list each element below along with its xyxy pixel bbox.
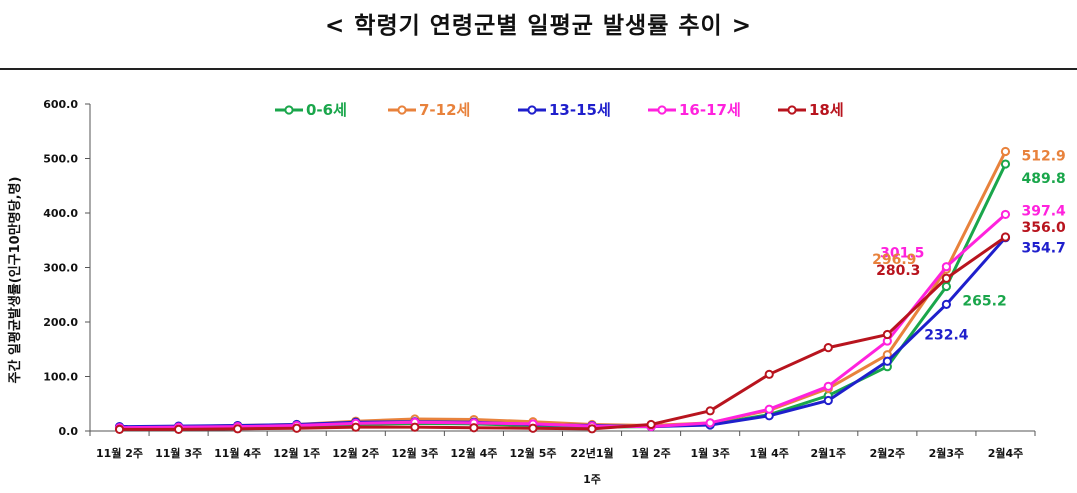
data-label: 512.9 — [1021, 148, 1065, 164]
data-point — [882, 329, 892, 340]
data-point — [941, 281, 952, 292]
legend-swatch-marker — [657, 105, 667, 115]
y-tick-label: 600.0 — [43, 98, 78, 111]
data-point — [1000, 146, 1011, 157]
x-tick-label: 11월 4주 — [214, 446, 261, 460]
x-tick-label: 1월 2주 — [631, 446, 670, 460]
x-tick-label: 2월2주 — [870, 446, 906, 460]
x-tick-label: 1월 3주 — [690, 446, 729, 460]
y-tick-label: 0.0 — [59, 425, 79, 438]
data-point — [587, 424, 597, 434]
data-point — [764, 369, 774, 379]
legend-swatch-marker — [397, 105, 407, 115]
data-label: 397.4 — [1021, 203, 1066, 219]
x-tick-label: 12월 2주 — [332, 446, 379, 460]
data-label: 296.9 — [872, 252, 916, 268]
data-point — [941, 262, 952, 272]
legend-label: 16-17세 — [679, 101, 741, 119]
data-label: 354.7 — [1021, 241, 1065, 257]
legend-label: 18세 — [809, 101, 844, 119]
x-tick-label: 2월1주 — [811, 446, 847, 460]
data-label: 301.5 — [880, 246, 924, 262]
legend-swatch-marker — [284, 105, 294, 115]
data-point — [1000, 232, 1011, 242]
data-point — [823, 343, 833, 353]
data-point — [705, 418, 715, 428]
series-line-18세 — [119, 235, 1007, 431]
data-point — [1000, 159, 1011, 169]
data-point — [705, 406, 715, 416]
chart-legend: 0-6세 7-12세 13-15세 16-17세 18세 — [275, 101, 844, 119]
legend-swatch-marker — [527, 105, 537, 115]
title-divider — [0, 68, 1077, 70]
data-point — [173, 424, 184, 434]
data-point — [941, 299, 952, 309]
data-label: 280.3 — [876, 263, 920, 279]
data-point — [351, 422, 361, 432]
data-point — [410, 422, 420, 432]
chart-axes: 0.0 100.0 200.0 300.0 400.0 500.0 600.0 11월 2주 1… — [43, 98, 1036, 486]
data-label: 232.4 — [924, 327, 969, 343]
data-point — [646, 419, 656, 430]
x-tick-label: 2월4주 — [988, 446, 1024, 460]
series-line-16-17세 — [119, 213, 1007, 430]
x-tick-label: 11월 3주 — [155, 446, 202, 460]
y-axis-label: 주간 일평균발생률(인구10만명당,명) — [7, 177, 23, 384]
data-point — [823, 381, 833, 391]
y-tick-label: 100.0 — [43, 371, 78, 384]
legend-label: 7-12세 — [419, 101, 470, 119]
data-point — [882, 356, 892, 366]
data-point — [114, 424, 125, 434]
x-tick-label: 12월 5주 — [509, 446, 556, 460]
chart-lines — [114, 146, 1011, 434]
legend-label: 13-15세 — [549, 101, 611, 119]
series-line-7-12세 — [119, 150, 1007, 429]
x-tick-label: 12월 1주 — [273, 446, 320, 460]
data-point — [528, 423, 538, 433]
data-point — [1000, 209, 1011, 220]
y-tick-label: 300.0 — [43, 262, 78, 275]
data-point — [469, 423, 479, 433]
page-title: < 학령기 연령군별 일평균 발생률 추이 > — [325, 13, 752, 39]
data-point — [233, 424, 243, 434]
x-tick-label: 12월 4주 — [450, 446, 497, 460]
legend-swatch-marker — [787, 105, 797, 115]
legend-label: 0-6세 — [306, 101, 347, 119]
data-label: 356.0 — [1021, 220, 1066, 236]
y-tick-label: 500.0 — [43, 153, 78, 166]
data-label: 489.8 — [1021, 171, 1065, 187]
data-point — [764, 404, 774, 414]
x-tick-label: 12월 3주 — [391, 446, 438, 460]
x-tick-label: 11월 2주 — [96, 446, 143, 460]
data-label: 265.2 — [962, 293, 1006, 309]
data-point — [292, 423, 302, 433]
x-tick-label: 22년1월 1주 — [570, 446, 613, 486]
series-line-0-6세 — [119, 163, 1007, 430]
x-tick-label: 1월 4주 — [750, 446, 789, 460]
data-point — [941, 273, 952, 283]
y-tick-label: 200.0 — [43, 316, 78, 329]
x-tick-label: 2월3주 — [929, 446, 965, 460]
y-tick-label: 400.0 — [43, 207, 78, 220]
data-point — [823, 395, 833, 406]
